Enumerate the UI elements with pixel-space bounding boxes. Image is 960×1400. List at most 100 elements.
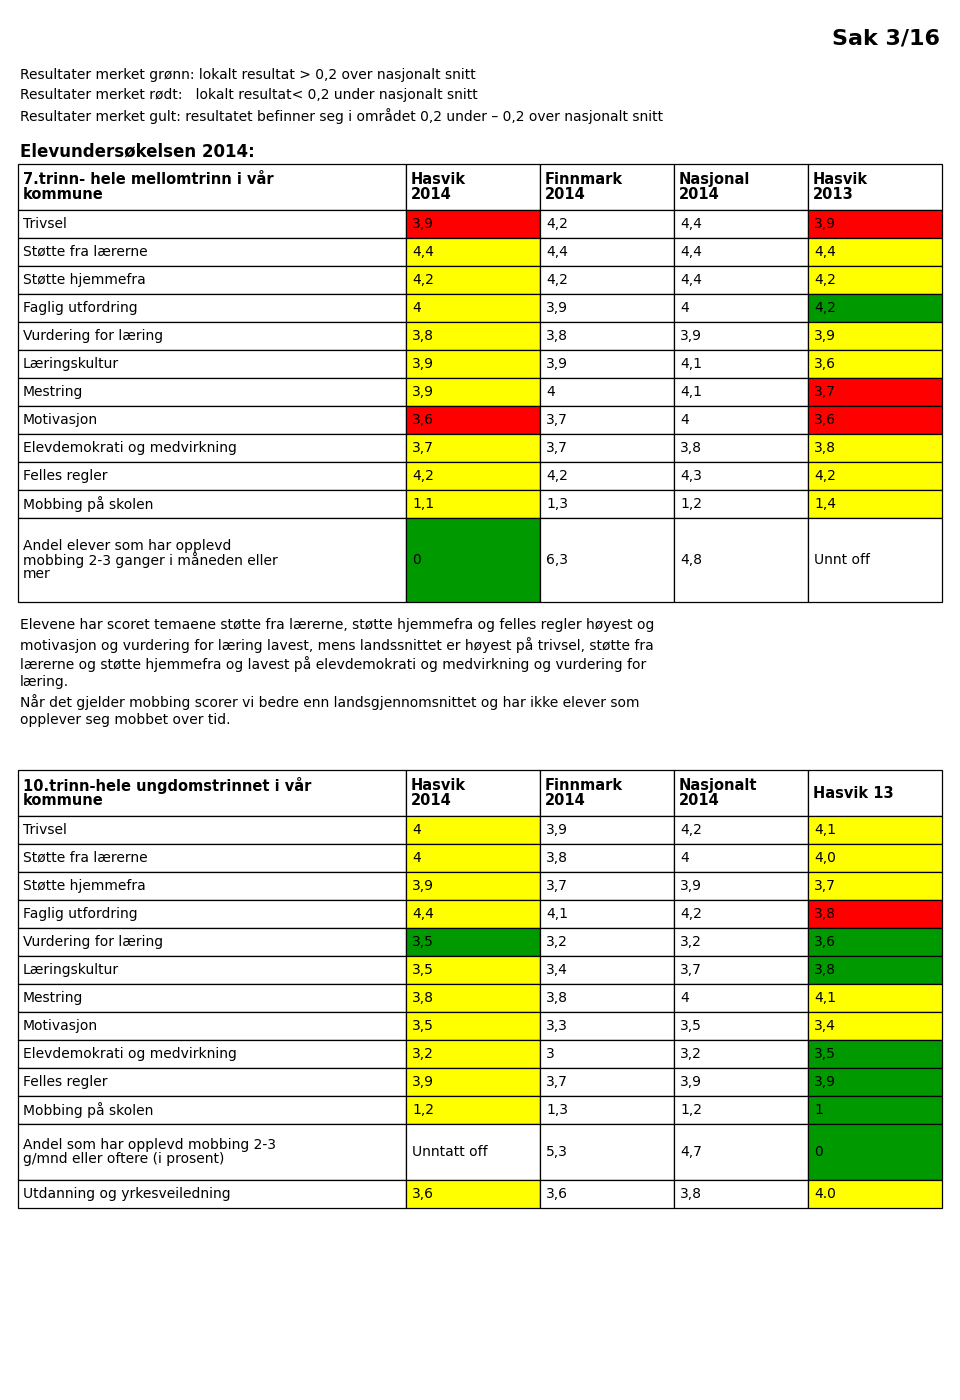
Text: 4,2: 4,2: [680, 823, 702, 837]
Text: 4: 4: [546, 385, 555, 399]
Text: 3,9: 3,9: [412, 357, 434, 371]
Text: Støtte fra lærerne: Støtte fra lærerne: [23, 851, 148, 865]
Text: Trivsel: Trivsel: [23, 217, 67, 231]
Bar: [18, 518, 406, 602]
Bar: [674, 378, 808, 406]
Text: Hasvik: Hasvik: [813, 172, 868, 188]
Text: Motivasjon: Motivasjon: [23, 1019, 98, 1033]
Bar: [808, 1040, 942, 1068]
Bar: [808, 378, 942, 406]
Text: Unntatt off: Unntatt off: [412, 1145, 488, 1159]
Text: 3,5: 3,5: [412, 1019, 434, 1033]
Text: 1,4: 1,4: [814, 497, 836, 511]
Bar: [18, 322, 406, 350]
Text: lærerne og støtte hjemmefra og lavest på elevdemokrati og medvirkning og vurderi: lærerne og støtte hjemmefra og lavest på…: [20, 657, 646, 672]
Bar: [540, 1012, 674, 1040]
Text: Hasvik: Hasvik: [411, 172, 467, 188]
Bar: [674, 406, 808, 434]
Bar: [540, 238, 674, 266]
Text: Støtte hjemmefra: Støtte hjemmefra: [23, 879, 146, 893]
Text: 2014: 2014: [411, 792, 452, 808]
Text: 3: 3: [546, 1047, 555, 1061]
Bar: [674, 1012, 808, 1040]
Bar: [808, 350, 942, 378]
Text: 4,2: 4,2: [814, 469, 836, 483]
Text: motivasjon og vurdering for læring lavest, mens landssnittet er høyest på trivse: motivasjon og vurdering for læring laves…: [20, 637, 654, 652]
Bar: [808, 490, 942, 518]
Text: 3,2: 3,2: [680, 935, 702, 949]
Text: 3,4: 3,4: [814, 1019, 836, 1033]
Text: 2014: 2014: [679, 186, 720, 202]
Text: 4,7: 4,7: [680, 1145, 702, 1159]
Bar: [674, 770, 808, 816]
Bar: [406, 1040, 540, 1068]
Text: Mestring: Mestring: [23, 991, 84, 1005]
Bar: [406, 378, 540, 406]
Bar: [808, 322, 942, 350]
Text: Vurdering for læring: Vurdering for læring: [23, 935, 163, 949]
Text: Hasvik: Hasvik: [411, 778, 467, 794]
Bar: [674, 210, 808, 238]
Text: 4: 4: [412, 823, 420, 837]
Bar: [18, 1012, 406, 1040]
Text: 3,5: 3,5: [412, 963, 434, 977]
Bar: [674, 164, 808, 210]
Bar: [808, 984, 942, 1012]
Text: 4: 4: [680, 851, 688, 865]
Bar: [540, 1040, 674, 1068]
Text: 3,7: 3,7: [546, 1075, 568, 1089]
Bar: [18, 1040, 406, 1068]
Bar: [808, 518, 942, 602]
Text: 3,8: 3,8: [412, 329, 434, 343]
Bar: [674, 350, 808, 378]
Text: 1,3: 1,3: [546, 1103, 568, 1117]
Bar: [808, 238, 942, 266]
Text: Felles regler: Felles regler: [23, 469, 108, 483]
Text: Faglig utfordring: Faglig utfordring: [23, 907, 137, 921]
Bar: [406, 164, 540, 210]
Text: mobbing 2-3 ganger i måneden eller: mobbing 2-3 ganger i måneden eller: [23, 552, 277, 568]
Bar: [406, 1124, 540, 1180]
Bar: [18, 434, 406, 462]
Bar: [808, 406, 942, 434]
Bar: [18, 1068, 406, 1096]
Text: 3,8: 3,8: [680, 441, 702, 455]
Text: 3,9: 3,9: [680, 329, 702, 343]
Bar: [406, 210, 540, 238]
Text: 3,9: 3,9: [546, 357, 568, 371]
Bar: [674, 1040, 808, 1068]
Bar: [540, 984, 674, 1012]
Bar: [18, 900, 406, 928]
Bar: [674, 322, 808, 350]
Bar: [18, 490, 406, 518]
Text: 3,2: 3,2: [546, 935, 568, 949]
Bar: [674, 266, 808, 294]
Text: Andel elever som har opplevd: Andel elever som har opplevd: [23, 539, 231, 553]
Bar: [808, 1180, 942, 1208]
Text: Unnt off: Unnt off: [814, 553, 870, 567]
Text: opplever seg mobbet over tid.: opplever seg mobbet over tid.: [20, 713, 230, 727]
Text: 3,8: 3,8: [546, 991, 568, 1005]
Bar: [808, 266, 942, 294]
Text: 5,3: 5,3: [546, 1145, 568, 1159]
Bar: [808, 294, 942, 322]
Text: 3,7: 3,7: [546, 879, 568, 893]
Bar: [540, 434, 674, 462]
Bar: [674, 872, 808, 900]
Bar: [540, 956, 674, 984]
Bar: [540, 1124, 674, 1180]
Bar: [18, 266, 406, 294]
Text: Når det gjelder mobbing scorer vi bedre enn landsgjennomsnittet og har ikke elev: Når det gjelder mobbing scorer vi bedre …: [20, 694, 639, 710]
Bar: [18, 238, 406, 266]
Text: 2014: 2014: [679, 792, 720, 808]
Text: Mobbing på skolen: Mobbing på skolen: [23, 1102, 154, 1119]
Bar: [406, 956, 540, 984]
Text: Resultater merket gult: resultatet befinner seg i området 0,2 under – 0,2 over n: Resultater merket gult: resultatet befin…: [20, 108, 663, 125]
Bar: [674, 844, 808, 872]
Text: Læringskultur: Læringskultur: [23, 357, 119, 371]
Text: 3,8: 3,8: [680, 1187, 702, 1201]
Text: 2014: 2014: [545, 186, 586, 202]
Text: 4,4: 4,4: [680, 217, 702, 231]
Bar: [18, 462, 406, 490]
Text: Finnmark: Finnmark: [545, 778, 623, 794]
